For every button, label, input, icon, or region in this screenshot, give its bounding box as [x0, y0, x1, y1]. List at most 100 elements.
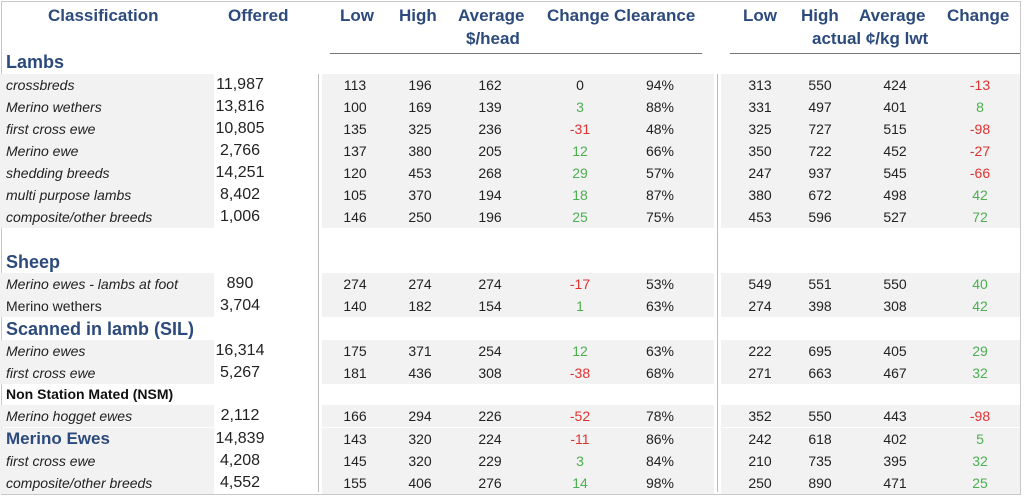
chg-cell: 0 — [576, 77, 584, 93]
row-shade — [721, 118, 1020, 140]
row-shade — [721, 140, 1020, 162]
row-shade — [721, 472, 1020, 494]
low2-cell: 210 — [748, 453, 772, 469]
high-cell: 182 — [408, 298, 432, 314]
low-cell: 100 — [343, 99, 367, 115]
row-shade — [322, 450, 714, 472]
offered-cell: 4,208 — [219, 452, 261, 469]
clr-cell: 68% — [645, 365, 675, 381]
chg-cell: -52 — [569, 408, 591, 424]
high-cell: 274 — [408, 276, 432, 292]
high-cell: 320 — [408, 453, 432, 469]
high-cell: 436 — [408, 365, 432, 381]
header-low-2: Low — [743, 6, 777, 25]
low-cell: 145 — [343, 453, 367, 469]
row-shade — [721, 428, 1020, 450]
high2-cell: 550 — [808, 77, 832, 93]
avg-cell: 236 — [478, 121, 502, 137]
avg2-cell: 395 — [883, 453, 907, 469]
row-shade — [0, 295, 214, 317]
offered-cell: 5,267 — [219, 364, 261, 381]
offered-cell: 8,402 — [219, 186, 261, 203]
low-cell: 137 — [343, 143, 367, 159]
avg2-cell: 401 — [883, 99, 907, 115]
chg-cell: 12 — [572, 343, 588, 359]
low-cell: 175 — [343, 343, 367, 359]
high2-cell: 722 — [808, 143, 832, 159]
section-lambs: Lambs — [6, 52, 65, 72]
high2-cell: 618 — [808, 431, 832, 447]
row-shade — [322, 362, 714, 384]
row-label: Merino wethers — [6, 99, 102, 115]
avg-cell: 196 — [478, 209, 502, 225]
high-cell: 196 — [408, 77, 432, 93]
offered-cell: 3,704 — [219, 297, 261, 314]
row-label: multi purpose lambs — [6, 187, 132, 203]
clr-cell: 84% — [645, 453, 675, 469]
row-shade — [322, 428, 714, 450]
separator-middle — [717, 74, 718, 492]
header-average-2: Average — [859, 6, 926, 25]
table-row: first cross ewe 10,805 135 325 236 -31 48% 325 7… — [0, 118, 1020, 140]
chg2-cell: 29 — [972, 343, 988, 359]
row-shade — [0, 74, 214, 96]
row-shade — [721, 74, 1020, 96]
avg2-cell: 545 — [883, 165, 907, 181]
high-cell: 380 — [408, 143, 432, 159]
row-label: first cross ewe — [6, 121, 96, 137]
row-shade — [0, 340, 214, 362]
offered-cell: 16,314 — [215, 342, 265, 359]
row-shade — [721, 405, 1020, 427]
clr-cell: 63% — [645, 343, 675, 359]
avg-cell: 205 — [478, 143, 502, 159]
row-shade — [721, 206, 1020, 228]
low-cell: 155 — [343, 475, 367, 491]
low2-cell: 250 — [748, 475, 772, 491]
offered-cell: 1,006 — [219, 208, 261, 225]
chg2-cell: 40 — [972, 276, 988, 292]
clr-cell: 94% — [645, 77, 675, 93]
row-shade — [0, 162, 214, 184]
low2-cell: 325 — [748, 121, 772, 137]
low2-cell: 247 — [748, 165, 772, 181]
high-cell: 325 — [408, 121, 432, 137]
avg-cell: 308 — [478, 365, 502, 381]
row-shade — [0, 362, 214, 384]
avg2-cell: 550 — [883, 276, 907, 292]
row-label: Merino hogget ewes — [6, 408, 133, 424]
avg2-cell: 515 — [883, 121, 907, 137]
offered-cell: 4,552 — [219, 474, 261, 491]
high2-cell: 695 — [808, 343, 832, 359]
row-shade — [322, 140, 714, 162]
avg2-cell: 452 — [883, 143, 907, 159]
row-shade — [322, 273, 714, 295]
header-high-2: High — [801, 6, 839, 25]
row-shade — [0, 273, 214, 295]
clr-cell: 63% — [645, 298, 675, 314]
row-shade — [0, 140, 214, 162]
low2-cell: 352 — [748, 408, 772, 424]
chg2-cell: 72 — [972, 209, 988, 225]
avg2-cell: 308 — [883, 298, 907, 314]
clr-cell: 48% — [645, 121, 675, 137]
low2-cell: 271 — [748, 365, 772, 381]
high2-cell: 663 — [808, 365, 832, 381]
high-cell: 406 — [408, 475, 432, 491]
avg-cell: 229 — [478, 453, 502, 469]
chg2-cell: -27 — [969, 143, 991, 159]
avg2-cell: 467 — [883, 365, 907, 381]
high2-cell: 890 — [808, 475, 832, 491]
avg2-cell: 402 — [883, 431, 907, 447]
header-average: Average — [458, 6, 525, 25]
row-shade — [322, 118, 714, 140]
row-shade — [721, 184, 1020, 206]
chg2-cell: 42 — [972, 187, 988, 203]
clr-cell: 87% — [645, 187, 675, 203]
row-shade — [322, 96, 714, 118]
avg-cell: 139 — [478, 99, 502, 115]
avg-cell: 226 — [478, 408, 502, 424]
high-cell: 453 — [408, 165, 432, 181]
low-cell: 135 — [343, 121, 367, 137]
chg-cell: -17 — [569, 276, 591, 292]
header-rule-right — [730, 53, 1020, 54]
